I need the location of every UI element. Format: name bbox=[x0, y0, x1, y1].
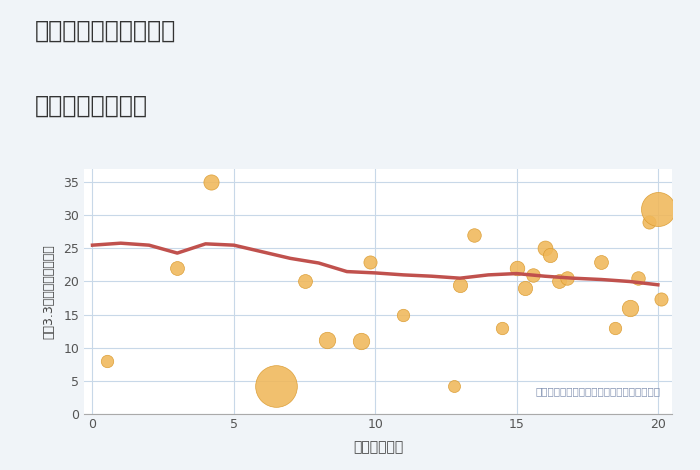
Point bbox=[655, 296, 666, 303]
Point bbox=[206, 179, 217, 186]
Point bbox=[468, 232, 480, 239]
Point bbox=[299, 278, 310, 285]
Point bbox=[101, 357, 112, 365]
Point bbox=[596, 258, 607, 266]
X-axis label: 駅距離（分）: 駅距離（分） bbox=[353, 440, 403, 454]
Point bbox=[356, 337, 367, 345]
Text: 円の大きさは、取引のあった物件面積を示す: 円の大きさは、取引のあった物件面積を示す bbox=[536, 386, 660, 397]
Text: 千葉県四街道市和田の: 千葉県四街道市和田の bbox=[35, 19, 176, 43]
Text: 駅距離別土地価格: 駅距離別土地価格 bbox=[35, 94, 148, 118]
Point bbox=[633, 274, 644, 282]
Point bbox=[172, 265, 183, 272]
Point bbox=[553, 278, 564, 285]
Point bbox=[610, 324, 621, 331]
Point bbox=[454, 281, 466, 289]
Point bbox=[497, 324, 508, 331]
Point bbox=[519, 284, 531, 292]
Point bbox=[545, 251, 556, 259]
Y-axis label: 坪（3.3㎡）単価（万円）: 坪（3.3㎡）単価（万円） bbox=[42, 244, 55, 339]
Point bbox=[364, 258, 375, 266]
Point bbox=[398, 311, 409, 318]
Point bbox=[321, 336, 332, 344]
Point bbox=[511, 265, 522, 272]
Point bbox=[624, 304, 635, 312]
Point bbox=[449, 382, 460, 390]
Point bbox=[644, 218, 655, 226]
Point bbox=[652, 205, 664, 212]
Point bbox=[271, 382, 282, 390]
Point bbox=[528, 271, 539, 279]
Point bbox=[562, 274, 573, 282]
Point bbox=[539, 245, 550, 252]
